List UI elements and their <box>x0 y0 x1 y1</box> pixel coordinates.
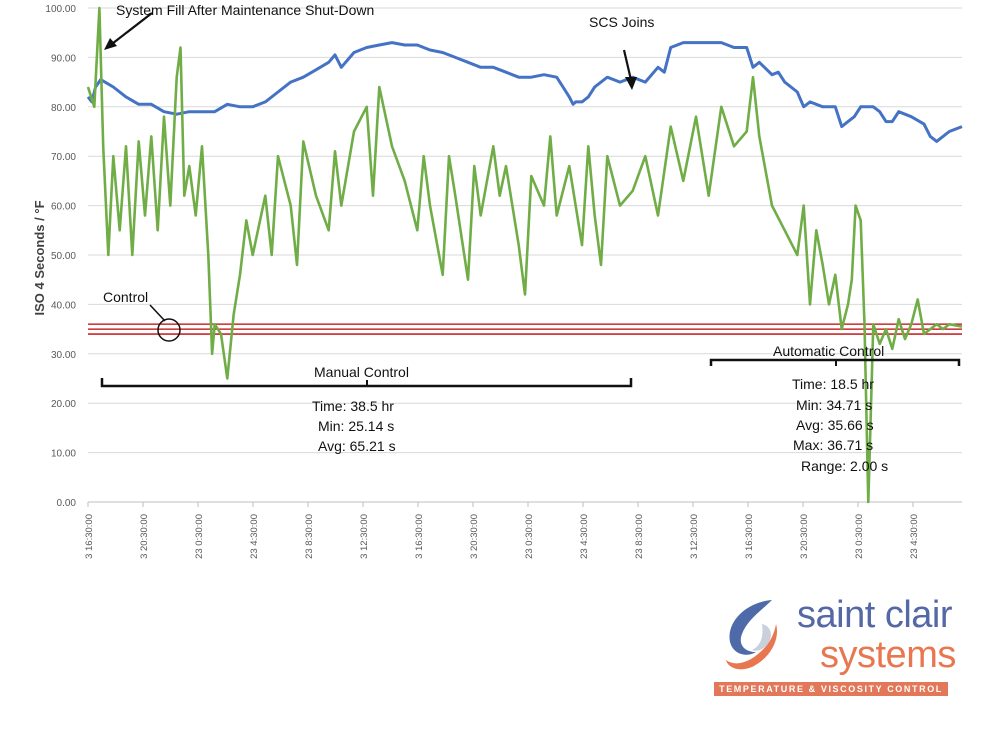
swoosh-icon <box>726 600 778 670</box>
y-tick-label: 40.00 <box>51 300 76 311</box>
y-tick-label: 60.00 <box>51 202 76 213</box>
x-tick-label: 23 8:30:00 <box>634 514 645 559</box>
chart: 0.00 10.00 20.00 30.00 40.00 50.00 60.00 70.00 8… <box>32 4 963 559</box>
auto-avg: Avg: 35.66 s <box>796 417 874 433</box>
x-axis-ticks: 3 16:30:00 3 20:30:00 23 0:30:00 23 4:30:00… <box>84 502 920 559</box>
x-tick-label: 23 4:30:00 <box>249 514 260 559</box>
auto-range: Range: 2.00 s <box>801 458 889 474</box>
brand-tagline: TEMPERATURE & VISCOSITY CONTROL <box>714 682 948 696</box>
y-axis-ticks: 0.00 10.00 20.00 30.00 40.00 50.00 60.00 70.00 8… <box>45 4 76 509</box>
brand-name-line1: saint clair <box>797 594 953 636</box>
control-leader-line <box>149 304 166 322</box>
manual-control-label: Manual Control <box>314 364 409 380</box>
x-tick-label: 23 8:30:00 <box>304 514 315 559</box>
temperature-series-line <box>86 41 963 143</box>
scs-joins-label: SCS Joins <box>589 14 655 30</box>
y-tick-label: 90.00 <box>51 53 76 64</box>
x-tick-label: 23 0:30:00 <box>854 514 865 559</box>
control-label: Control <box>103 289 149 305</box>
x-tick-label: 3 20:30:00 <box>139 514 150 559</box>
y-tick-label: 10.00 <box>51 449 76 460</box>
x-tick-label: 23 0:30:00 <box>524 514 535 559</box>
x-tick-label: 3 20:30:00 <box>799 514 810 559</box>
y-tick-label: 100.00 <box>45 4 76 15</box>
y-axis-label: ISO 4 Seconds / °F <box>32 200 47 315</box>
x-tick-label: 23 4:30:00 <box>579 514 590 559</box>
automatic-control-label: Automatic Control <box>773 343 885 359</box>
y-tick-label: 0.00 <box>57 498 77 509</box>
series-group <box>86 6 963 504</box>
grid-lines <box>88 7 962 454</box>
x-tick-label: 23 4:30:00 <box>909 514 920 559</box>
y-tick-label: 20.00 <box>51 399 76 410</box>
manual-time: Time: 38.5 hr <box>312 398 394 414</box>
system-fill-arrow <box>107 12 153 48</box>
scs-joins-arrowhead <box>625 77 637 90</box>
x-tick-label: 3 20:30:00 <box>469 514 480 559</box>
brand-name-line2: systems <box>820 634 956 676</box>
manual-min: Min: 25.14 s <box>318 418 395 434</box>
x-tick-label: 23 0:30:00 <box>194 514 205 559</box>
x-tick-label: 3 16:30:00 <box>414 514 425 559</box>
viscosity-series-line <box>86 6 963 504</box>
y-tick-label: 50.00 <box>51 251 76 262</box>
auto-max: Max: 36.71 s <box>793 437 874 453</box>
x-tick-label: 3 16:30:00 <box>744 514 755 559</box>
system-fill-label: System Fill After Maintenance Shut-Down <box>116 2 375 18</box>
y-tick-label: 70.00 <box>51 152 76 163</box>
y-tick-label: 80.00 <box>51 103 76 114</box>
annotation-markers <box>100 12 961 388</box>
control-circle <box>157 318 181 342</box>
system-fill-arrowhead <box>104 38 117 50</box>
y-tick-label: 30.00 <box>51 350 76 361</box>
x-tick-label: 3 12:30:00 <box>689 514 700 559</box>
x-tick-label: 3 16:30:00 <box>84 514 95 559</box>
manual-avg: Avg: 65.21 s <box>318 438 396 454</box>
auto-time: Time: 18.5 hr <box>792 376 874 392</box>
auto-min: Min: 34.71 s <box>796 397 873 413</box>
x-tick-label: 3 12:30:00 <box>359 514 370 559</box>
scs-joins-arrow <box>622 49 633 81</box>
company-logo: saint clair systems TEMPERATURE & VISCOS… <box>714 592 956 702</box>
